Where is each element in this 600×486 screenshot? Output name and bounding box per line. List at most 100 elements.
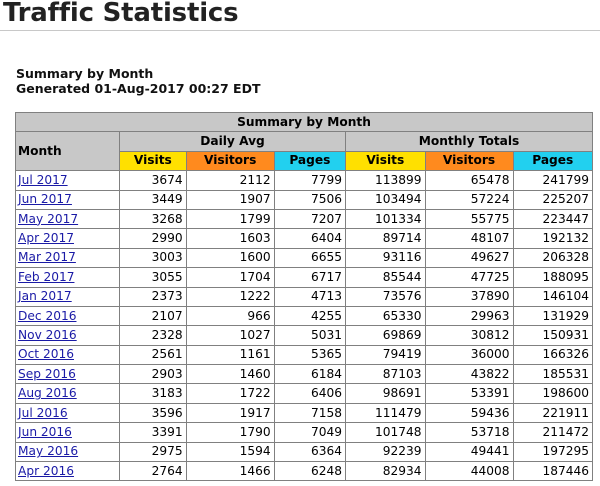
month-cell: May 2016	[15, 441, 120, 463]
monthly-visits-cell: 93116	[345, 247, 426, 269]
monthly-pages-cell: 131929	[512, 305, 594, 327]
monthly-pages-cell: 225207	[512, 189, 594, 210]
monthly-visits-cell: 69869	[345, 325, 426, 346]
monthly-pages-cell: 221911	[512, 402, 594, 424]
month-cell: May 2017	[15, 208, 120, 230]
daily-pages-cell: 5031	[273, 325, 347, 346]
month-cell: Oct 2016	[15, 344, 120, 366]
month-link[interactable]: Jul 2016	[18, 405, 68, 420]
table-row: Apr 2017 2990 1603 6404 89714 48107 1921…	[15, 228, 594, 249]
monthly-pages-cell: 223447	[512, 208, 594, 230]
month-cell: Feb 2017	[15, 267, 120, 288]
table-row: Jul 2017 3674 2112 7799 113899 65478 241…	[15, 170, 594, 191]
month-link[interactable]: Apr 2016	[18, 463, 74, 478]
monthly-visits-cell: 92239	[345, 441, 426, 463]
monthly-visits-cell: 101748	[345, 422, 426, 443]
month-link[interactable]: Dec 2016	[18, 308, 77, 323]
monthly-visits-cell: 111479	[345, 402, 426, 424]
month-link[interactable]: Sep 2016	[18, 366, 76, 381]
daily-visitors-cell: 1027	[185, 325, 275, 346]
monthly-pages-cell: 188095	[512, 267, 594, 288]
monthly-visits-cell: 89714	[345, 228, 426, 249]
month-cell: Sep 2016	[15, 364, 120, 385]
month-link[interactable]: Nov 2016	[18, 327, 77, 342]
month-link[interactable]: Oct 2016	[18, 347, 74, 362]
table-row: Oct 2016 2561 1161 5365 79419 36000 1663…	[15, 344, 594, 366]
monthly-visitors-cell: 44008	[424, 461, 514, 482]
table-row: Jan 2017 2373 1222 4713 73576 37890 1461…	[15, 286, 594, 307]
daily-pages-cell: 4713	[273, 286, 347, 307]
monthly-visitors-cell: 65478	[424, 170, 514, 191]
daily-visits-cell: 3003	[119, 247, 187, 269]
monthly-totals-header: Monthly Totals	[345, 131, 593, 152]
monthly-pages-cell: 211472	[512, 422, 594, 443]
table-caption-row: Summary by Month	[15, 111, 593, 133]
month-link[interactable]: Apr 2017	[18, 231, 74, 246]
monthly-visits-cell: 101334	[345, 208, 426, 230]
daily-visits-cell: 3391	[119, 422, 187, 443]
monthly-pages-cell: 146104	[512, 286, 594, 307]
table-row: Apr 2016 2764 1466 6248 82934 44008 1874…	[15, 461, 594, 482]
month-cell: Aug 2016	[15, 383, 120, 404]
monthly-visits-cell: 82934	[345, 461, 426, 482]
month-link[interactable]: Mar 2017	[18, 250, 76, 265]
page-title: Traffic Statistics	[3, 0, 239, 28]
daily-visitors-cell: 1790	[185, 422, 275, 443]
month-link[interactable]: May 2016	[18, 444, 79, 459]
daily-visits-cell: 2373	[119, 286, 187, 307]
daily-visitors-cell: 1460	[185, 364, 275, 385]
daily-pages-cell: 6364	[273, 441, 347, 463]
monthly-visitors-cell: 59436	[424, 402, 514, 424]
month-link[interactable]: Jan 2017	[18, 289, 72, 304]
monthly-visits-cell: 98691	[345, 383, 426, 404]
daily-visitors-cell: 1161	[185, 344, 275, 366]
daily-visitors-cell: 1594	[185, 441, 275, 463]
table-row: Jul 2016 3596 1917 7158 111479 59436 221…	[15, 402, 594, 424]
generated-timestamp: Generated 01-Aug-2017 00:27 EDT	[16, 81, 261, 96]
daily-avg-header: Daily Avg	[118, 131, 347, 152]
monthly-pages-cell: 187446	[512, 461, 594, 482]
month-cell: Dec 2016	[15, 305, 120, 327]
month-link[interactable]: May 2017	[18, 211, 79, 226]
month-cell: Nov 2016	[15, 325, 120, 346]
month-link[interactable]: Jun 2017	[18, 192, 72, 207]
daily-visitors-cell: 966	[185, 305, 275, 327]
daily-pages-cell: 6406	[273, 383, 347, 404]
monthly-pages-cell: 197295	[512, 441, 594, 463]
month-cell: Apr 2016	[15, 461, 120, 482]
monthly-pages-cell: 150931	[512, 325, 594, 346]
monthly-visitors-cell: 30812	[424, 325, 514, 346]
monthly-visits-cell: 103494	[345, 189, 426, 210]
month-link[interactable]: Jul 2017	[18, 172, 68, 187]
monthly-visits-cell: 65330	[345, 305, 426, 327]
table-row: Sep 2016 2903 1460 6184 87103 43822 1855…	[15, 364, 594, 385]
table-row: May 2017 3268 1799 7207 101334 55775 223…	[15, 208, 594, 230]
monthly-visits-cell: 87103	[345, 364, 426, 385]
monthly-visitors-cell: 29963	[424, 305, 514, 327]
monthly-visitors-cell: 36000	[424, 344, 514, 366]
monthly-visitors-cell: 48107	[424, 228, 514, 249]
monthly-pages-header: Pages	[512, 150, 594, 172]
table-row: Feb 2017 3055 1704 6717 85544 47725 1880…	[15, 267, 594, 288]
month-cell: Jan 2017	[15, 286, 120, 307]
month-link[interactable]: Aug 2016	[18, 386, 77, 401]
monthly-visits-header: Visits	[345, 150, 426, 172]
month-link[interactable]: Jun 2016	[18, 424, 72, 439]
month-link[interactable]: Feb 2017	[18, 269, 75, 284]
monthly-visitors-header: Visitors	[424, 150, 514, 172]
monthly-pages-cell: 192132	[512, 228, 594, 249]
daily-pages-header: Pages	[273, 150, 347, 172]
month-cell: Jul 2016	[15, 402, 120, 424]
monthly-visits-cell: 73576	[345, 286, 426, 307]
group-header-row: Month Daily Avg Monthly Totals	[15, 131, 593, 172]
monthly-visitors-cell: 55775	[424, 208, 514, 230]
daily-pages-cell: 6184	[273, 364, 347, 385]
monthly-pages-cell: 185531	[512, 364, 594, 385]
monthly-visitors-cell: 53391	[424, 383, 514, 404]
daily-pages-cell: 7799	[273, 170, 347, 191]
monthly-pages-cell: 198600	[512, 383, 594, 404]
daily-pages-cell: 6404	[273, 228, 347, 249]
daily-visitors-cell: 1600	[185, 247, 275, 269]
monthly-visitors-cell: 43822	[424, 364, 514, 385]
daily-pages-cell: 5365	[273, 344, 347, 366]
